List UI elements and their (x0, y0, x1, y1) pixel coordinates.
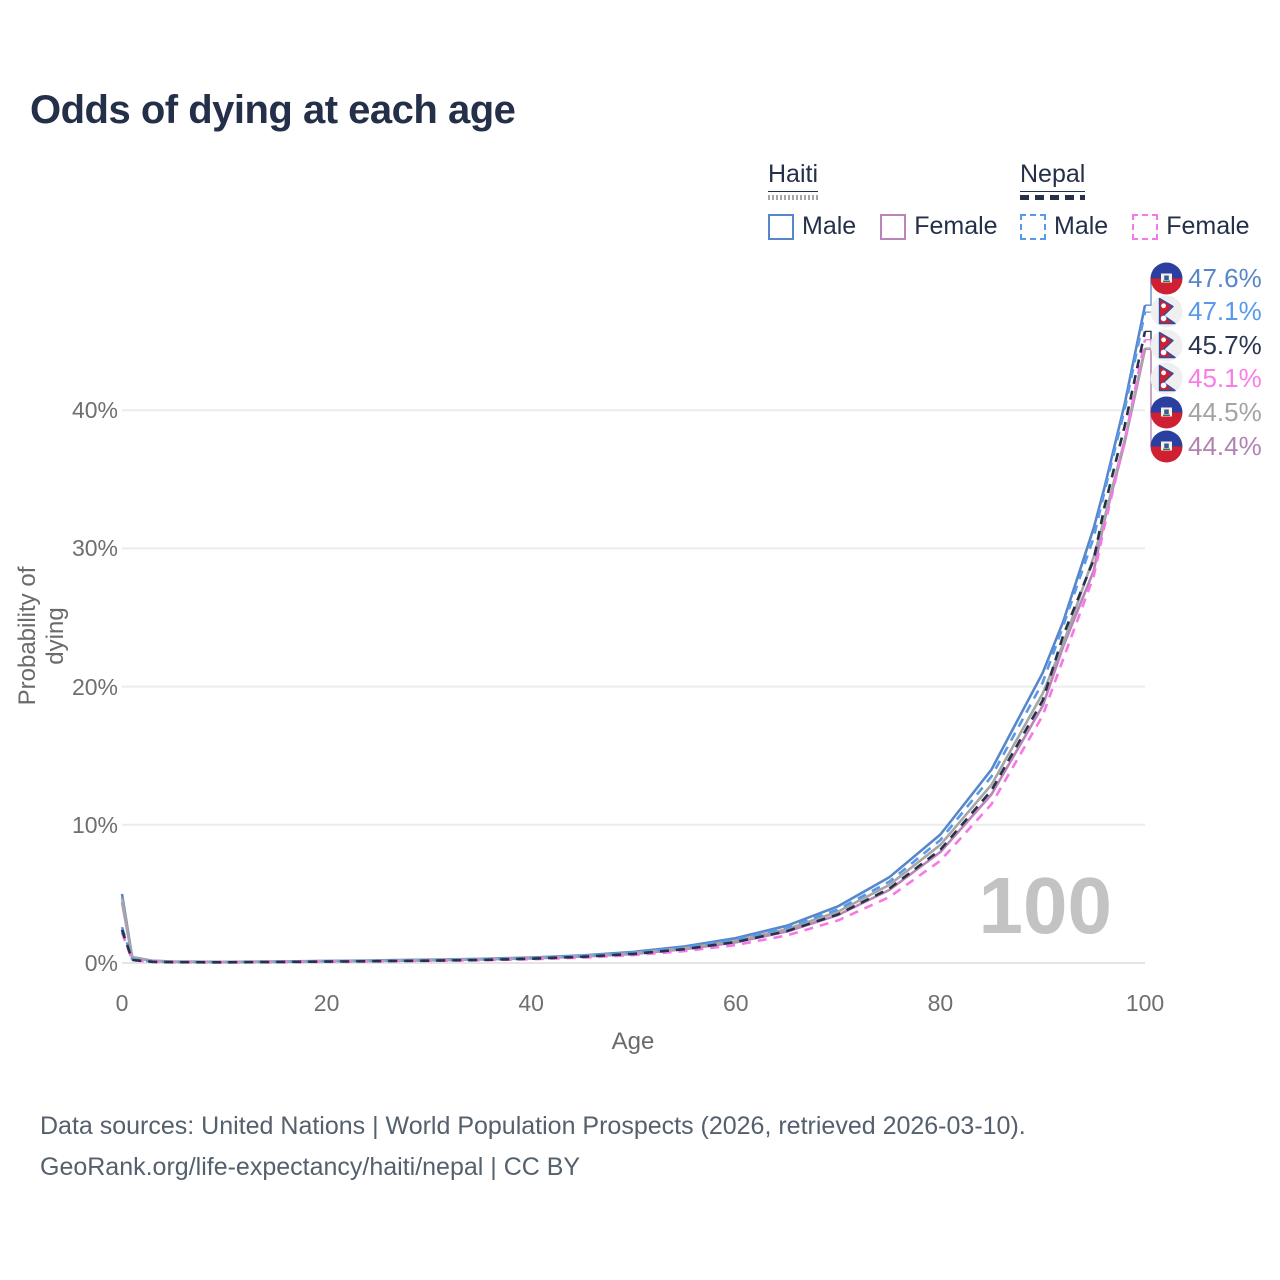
nepal-flag-icon (1150, 295, 1183, 328)
nepal-flag-icon (1150, 329, 1183, 362)
end-label-value: 45.7% (1188, 329, 1262, 360)
legend-group-nepal: Nepal Male Female (1020, 160, 1250, 241)
end-label-haiti[interactable]: 44.5% (1150, 395, 1262, 429)
legend-item-label: Female (1166, 212, 1250, 240)
end-label-value: 47.1% (1188, 296, 1262, 327)
end-label-nepal-female[interactable]: 45.1% (1150, 362, 1262, 396)
haiti-flag-icon (1150, 396, 1183, 429)
nepal-flag-icon (1150, 362, 1183, 395)
end-label-nepal[interactable]: 45.7% (1150, 328, 1262, 362)
y-tick-label: 0% (84, 950, 118, 976)
legend-item-label: Male (802, 212, 857, 240)
legend-country-haiti-label: Haiti (768, 160, 819, 192)
y-tick-label: 30% (71, 535, 118, 562)
haiti-overall-line-swatch (768, 195, 819, 200)
legend-item-haiti-female[interactable]: Female (880, 212, 998, 241)
legend-country-nepal-label: Nepal (1020, 160, 1086, 192)
haiti-flag-icon (1150, 262, 1183, 294)
haiti-male-swatch-icon (768, 213, 794, 240)
nepal-flag-icon (1150, 295, 1183, 328)
footer-link-line[interactable]: GeoRank.org/life-expectancy/haiti/nepal … (40, 1153, 581, 1182)
y-axis-title: Probability of dying (14, 566, 69, 706)
age-watermark: 100 (978, 861, 1112, 950)
end-label-value: 47.6% (1188, 262, 1262, 293)
end-label-haiti-male[interactable]: 47.6% (1150, 261, 1262, 295)
haiti-flag-icon (1150, 430, 1183, 463)
end-label-nepal-male[interactable]: 47.1% (1150, 295, 1262, 329)
y-tick-label: 20% (71, 673, 118, 700)
footer-sources-line: Data sources: United Nations | World Pop… (40, 1112, 1026, 1140)
nepal-flag-icon (1150, 329, 1183, 362)
x-tick-label: 60 (723, 990, 749, 1016)
legend-item-nepal-male[interactable]: Male (1020, 212, 1108, 241)
x-tick-label: 0 (115, 990, 129, 1016)
legend-item-label: Female (914, 212, 998, 240)
x-tick-label: 40 (518, 990, 544, 1016)
y-tick-label: 40% (71, 397, 118, 424)
x-tick-label: 100 (1125, 990, 1165, 1016)
end-label-value: 44.4% (1188, 430, 1262, 461)
nepal-female-swatch-icon (1132, 213, 1159, 240)
legend-item-label: Male (1054, 212, 1109, 240)
nepal-overall-line-swatch (1020, 195, 1086, 200)
haiti-flag-icon (1150, 396, 1183, 429)
haiti-flag-icon (1150, 430, 1183, 462)
y-tick-label: 10% (71, 811, 118, 838)
end-label-value: 45.1% (1188, 363, 1262, 394)
legend-item-haiti-male[interactable]: Male (768, 212, 856, 241)
series-line-nepal (120, 331, 1147, 964)
legend-group-haiti: Haiti Male Female (768, 160, 998, 241)
haiti-female-swatch-icon (880, 213, 907, 240)
x-axis-title: Age (611, 1028, 655, 1055)
nepal-flag-icon (1150, 362, 1183, 395)
page-title: Odds of dying at each age (30, 88, 516, 132)
legend-country-haiti[interactable]: Haiti (768, 160, 819, 200)
end-label-value: 44.5% (1188, 396, 1262, 427)
x-tick-label: 80 (927, 990, 954, 1016)
legend-item-nepal-female[interactable]: Female (1132, 212, 1250, 241)
legend-country-nepal[interactable]: Nepal (1020, 160, 1086, 200)
end-label-haiti-female[interactable]: 44.4% (1150, 429, 1262, 463)
footer: Data sources: United Nations | World Pop… (40, 1106, 1026, 1189)
nepal-male-swatch-icon (1020, 213, 1046, 240)
x-tick-label: 20 (313, 990, 340, 1016)
haiti-flag-icon (1150, 262, 1183, 295)
